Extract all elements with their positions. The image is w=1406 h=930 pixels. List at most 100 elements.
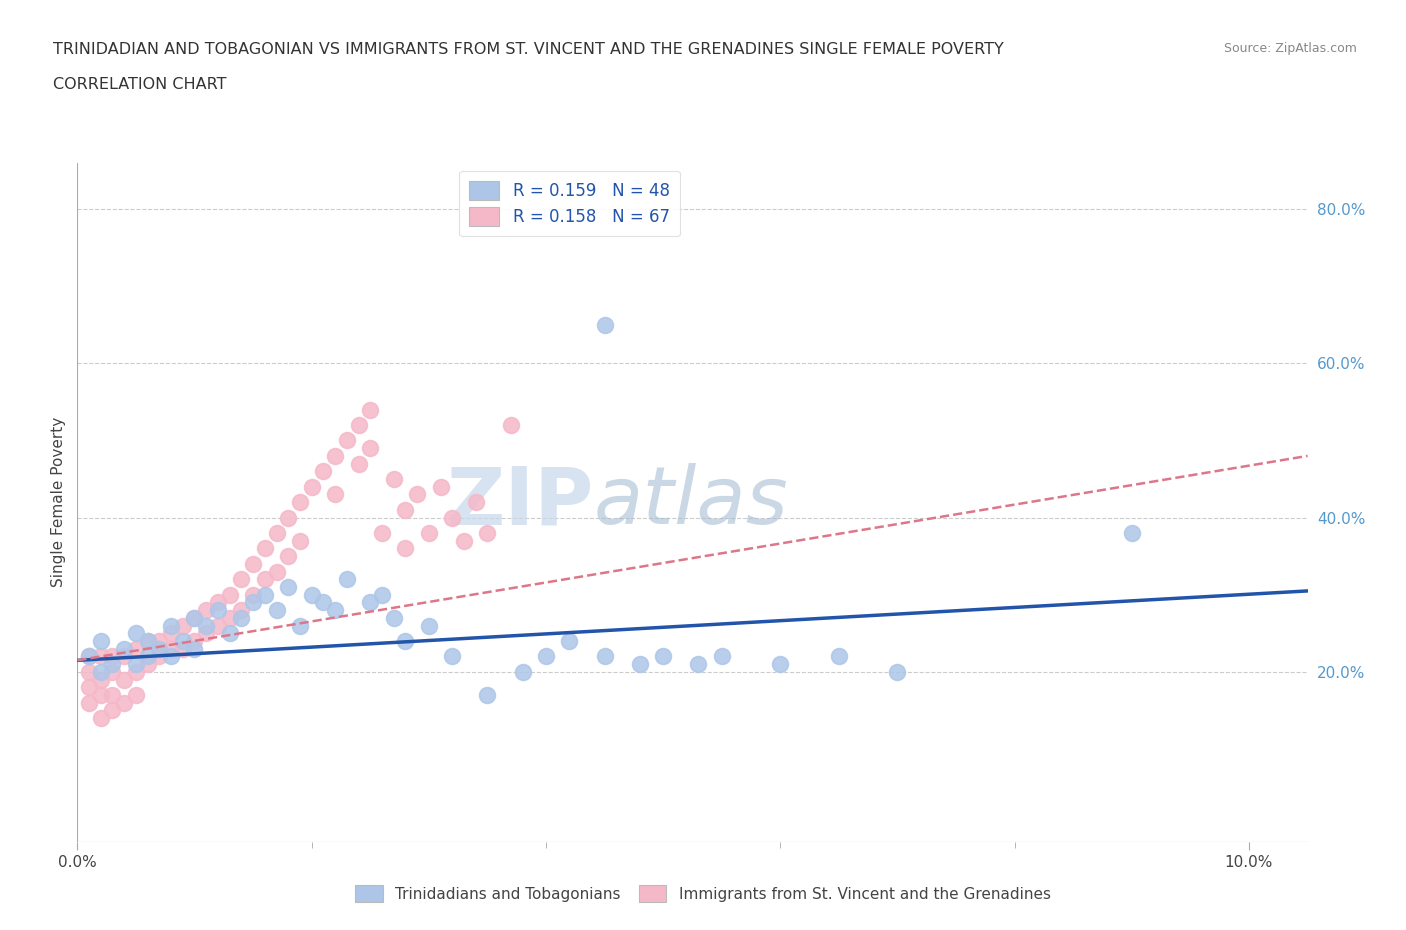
Point [652,649,675,664]
Point [688,657,710,671]
Point [371,525,394,540]
Point [558,633,581,648]
Point [394,541,416,556]
Point [242,595,264,610]
Point [1121,525,1143,540]
Point [101,687,124,702]
Point [90,687,112,702]
Point [593,317,616,332]
Point [218,610,240,625]
Point [125,687,148,702]
Point [266,603,288,618]
Point [288,618,311,633]
Point [90,672,112,687]
Point [828,649,851,664]
Point [195,603,218,618]
Point [288,533,311,548]
Point [136,657,159,671]
Point [112,649,135,664]
Point [160,618,183,633]
Point [77,696,100,711]
Point [288,495,311,510]
Point [886,664,908,679]
Point [183,610,205,625]
Point [218,626,240,641]
Point [77,649,100,664]
Point [534,649,557,664]
Point [195,618,218,633]
Point [441,511,464,525]
Point [112,642,135,657]
Point [464,495,486,510]
Point [90,664,112,679]
Point [195,626,218,641]
Point [125,664,148,679]
Point [183,642,205,657]
Point [77,664,100,679]
Text: ZIP: ZIP [447,463,595,541]
Text: TRINIDADIAN AND TOBAGONIAN VS IMMIGRANTS FROM ST. VINCENT AND THE GRENADINES SIN: TRINIDADIAN AND TOBAGONIAN VS IMMIGRANTS… [53,42,1004,57]
Point [160,649,183,664]
Point [477,687,499,702]
Point [710,649,733,664]
Point [101,703,124,718]
Point [359,595,381,610]
Point [253,572,276,587]
Legend: Trinidadians and Tobagonians, Immigrants from St. Vincent and the Grenadines: Trinidadians and Tobagonians, Immigrants… [349,879,1057,909]
Point [628,657,651,671]
Point [207,595,229,610]
Point [323,487,346,502]
Point [323,603,346,618]
Point [231,603,253,618]
Point [242,588,264,603]
Point [90,649,112,664]
Point [359,441,381,456]
Point [312,464,335,479]
Point [172,633,194,648]
Text: CORRELATION CHART: CORRELATION CHART [53,77,226,92]
Point [148,642,170,657]
Point [371,588,394,603]
Point [172,642,194,657]
Point [277,549,299,564]
Point [77,649,100,664]
Point [90,711,112,725]
Point [347,418,370,432]
Point [406,487,429,502]
Point [394,633,416,648]
Point [207,603,229,618]
Point [136,649,159,664]
Point [301,479,323,494]
Point [499,418,522,432]
Legend: R = 0.159   N = 48, R = 0.158   N = 67: R = 0.159 N = 48, R = 0.158 N = 67 [460,171,679,236]
Point [125,657,148,671]
Point [136,633,159,648]
Point [266,525,288,540]
Point [418,525,440,540]
Text: atlas: atlas [595,463,789,541]
Y-axis label: Single Female Poverty: Single Female Poverty [51,417,66,588]
Point [112,672,135,687]
Point [382,472,405,486]
Point [101,657,124,671]
Point [218,588,240,603]
Point [453,533,475,548]
Point [382,610,405,625]
Point [90,633,112,648]
Point [231,610,253,625]
Point [160,626,183,641]
Point [77,680,100,695]
Text: Source: ZipAtlas.com: Source: ZipAtlas.com [1223,42,1357,55]
Point [101,664,124,679]
Point [336,572,359,587]
Point [418,618,440,633]
Point [148,649,170,664]
Point [253,588,276,603]
Point [125,626,148,641]
Point [207,618,229,633]
Point [266,565,288,579]
Point [429,479,451,494]
Point [277,511,299,525]
Point [512,664,534,679]
Point [160,642,183,657]
